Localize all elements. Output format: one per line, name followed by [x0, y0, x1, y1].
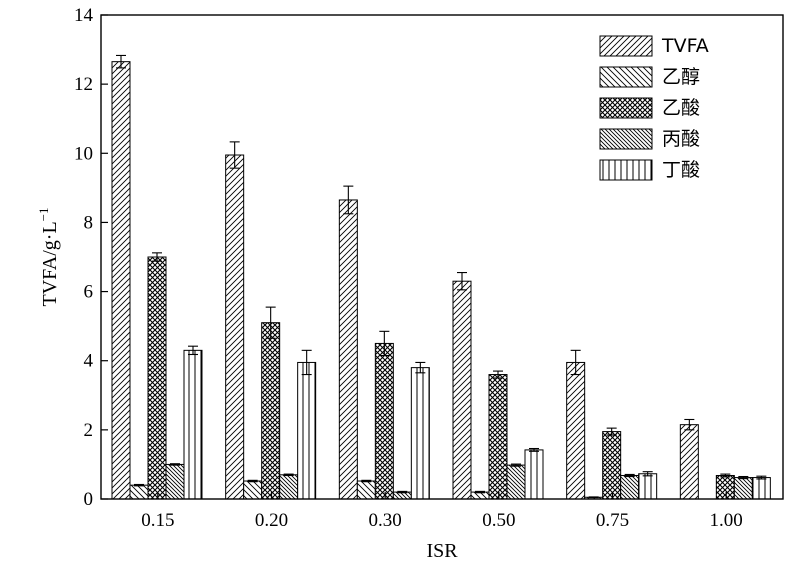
bar-crosshatch	[488, 374, 508, 500]
bar-dense-diag-left	[620, 474, 640, 500]
bar-diag-right	[679, 424, 699, 500]
y-tick-label: 14	[74, 5, 94, 26]
bar-vertical	[410, 367, 430, 500]
bar-crosshatch	[602, 431, 622, 500]
bar-crosshatch	[715, 474, 735, 500]
y-axis-title: TVFA/g·L−1	[36, 207, 61, 306]
bar-vertical	[183, 349, 203, 500]
legend-label: 丙酸	[662, 128, 700, 150]
x-tick-label: 0.75	[596, 510, 629, 531]
bar-dense-diag-left	[733, 477, 753, 500]
bar-vertical	[524, 449, 544, 500]
y-axis-title-superscript: −1	[36, 207, 51, 221]
y-tick-label: 10	[74, 143, 93, 164]
bar-diag-right	[566, 361, 586, 500]
x-tick-label: 0.50	[482, 510, 515, 531]
bar-diag-right	[452, 280, 472, 500]
legend-swatch-vertical	[599, 159, 653, 181]
bar-dense-diag-left	[279, 474, 299, 500]
bars-layer	[111, 61, 771, 500]
axes-layer: 0 2 4 6 8 10 12 14 0.15 0.20 0.30 0.50 0.75 1.00	[74, 5, 743, 531]
bar-crosshatch	[261, 322, 281, 500]
bar-diag-right	[225, 154, 245, 500]
y-tick-label: 4	[84, 351, 94, 372]
bar-vertical	[638, 473, 658, 500]
y-tick-label: 12	[74, 74, 93, 95]
x-tick-label: 1.00	[710, 510, 743, 531]
bar-diag-left	[129, 484, 149, 500]
y-tick-label: 0	[84, 489, 94, 510]
bar-vertical	[297, 361, 317, 500]
legend-swatch-diag-left	[599, 66, 653, 88]
legend-swatch-crosshatch	[599, 97, 653, 119]
legend-label: 乙醇	[662, 66, 700, 88]
x-tick-label: 0.30	[369, 510, 402, 531]
bar-crosshatch	[147, 256, 167, 500]
bar-dense-diag-left	[506, 464, 526, 500]
bar-dense-diag-left	[165, 463, 185, 500]
legend-label: 丁酸	[662, 159, 700, 181]
y-tick-label: 6	[84, 282, 94, 303]
bar-diag-left	[243, 480, 263, 500]
legend-label: TVFA	[661, 35, 709, 57]
legend-swatch-dense-diag-left	[599, 128, 653, 150]
bar-diag-right	[111, 61, 131, 500]
bar-diag-right	[338, 199, 358, 500]
error-bars-layer	[116, 54, 767, 499]
y-axis-title-main: TVFA/g·L	[39, 221, 61, 306]
bar-vertical	[751, 477, 771, 500]
y-tick-label: 8	[84, 212, 94, 233]
bar-diag-left	[356, 480, 376, 500]
bar-crosshatch	[374, 342, 394, 500]
y-tick-label: 2	[84, 420, 94, 441]
legend-label: 乙酸	[662, 97, 700, 119]
x-tick-label: 0.15	[141, 510, 174, 531]
x-tick-label: 0.20	[255, 510, 288, 531]
x-axis-title: ISR	[426, 540, 458, 562]
plot-frame	[100, 14, 784, 500]
legend-swatch-diag-right	[599, 35, 653, 57]
